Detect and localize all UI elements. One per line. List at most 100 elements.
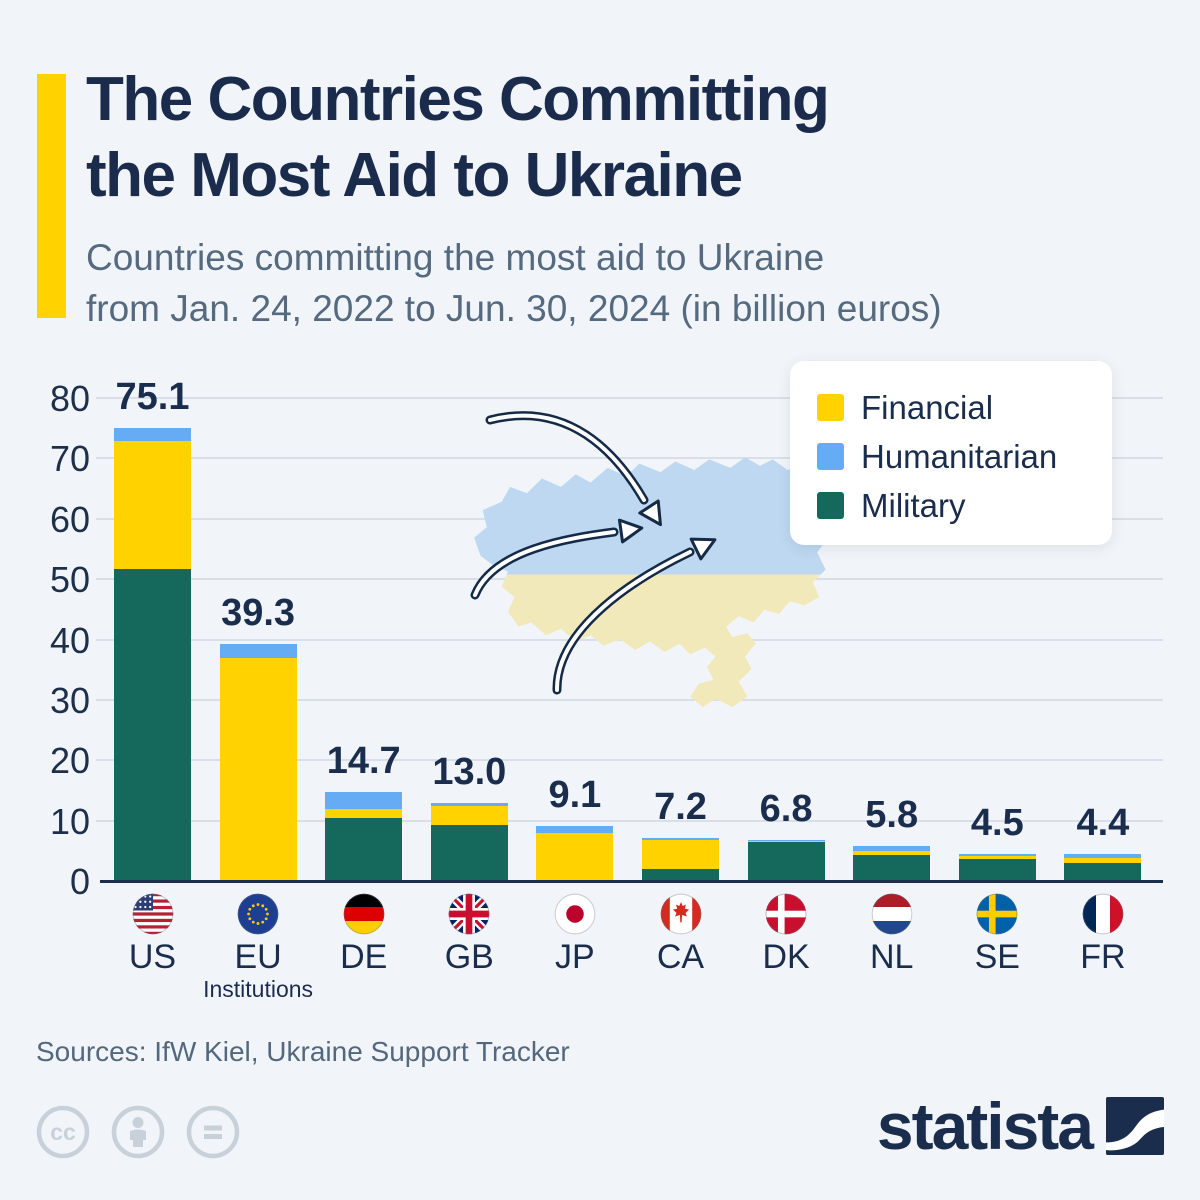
bar-jp-humanitarian-segment bbox=[536, 826, 614, 833]
bar-eu-value-label: 39.3 bbox=[221, 591, 296, 634]
bar-eu-financial-segment bbox=[219, 658, 297, 881]
category-label-de: DE bbox=[340, 938, 388, 976]
chart-legend: Financial Humanitarian Military bbox=[790, 361, 1112, 545]
no-derivatives-icon bbox=[186, 1105, 240, 1159]
category-label-gb: GB bbox=[444, 938, 494, 976]
y-tick-label-50: 50 bbox=[49, 559, 90, 601]
y-tick-label-40: 40 bbox=[49, 619, 90, 661]
x-axis-line bbox=[100, 880, 1163, 883]
flag-jp-icon bbox=[554, 893, 596, 935]
bar-dk-financial-segment bbox=[747, 841, 825, 843]
bar-us-value-label: 75.1 bbox=[115, 375, 190, 418]
attribution-person-icon bbox=[111, 1105, 165, 1159]
bar-de-humanitarian-segment bbox=[325, 792, 403, 809]
chart-subtitle: Countries committing the most aid to Ukr… bbox=[86, 232, 1106, 334]
category-label-ca: CA bbox=[656, 938, 705, 976]
flag-us-icon bbox=[132, 893, 174, 935]
bar-nl-military-segment bbox=[853, 855, 931, 881]
bar-fr-value-label: 4.4 bbox=[1076, 802, 1130, 845]
aid-arrows-icon bbox=[470, 411, 717, 695]
category-label-nl: NL bbox=[869, 938, 914, 976]
page-title-line1: The Countries Committing bbox=[86, 65, 830, 134]
y-tick-label-70: 70 bbox=[49, 438, 90, 480]
bar-se-financial-segment bbox=[958, 855, 1036, 859]
bar-ca-military-segment bbox=[642, 868, 719, 881]
legend-swatch-financial bbox=[817, 394, 844, 421]
legend-item-humanitarian: Humanitarian bbox=[817, 434, 1112, 479]
category-label-eu: EU bbox=[234, 938, 282, 976]
chart-subtitle-line1: Countries committing the most aid to Ukr… bbox=[86, 237, 825, 278]
bar-jp-financial-segment bbox=[536, 832, 614, 881]
sources-note: Sources: IfW Kiel, Ukraine Support Track… bbox=[36, 1036, 570, 1067]
y-tick-label-80: 80 bbox=[49, 378, 90, 419]
category-label-dk: DK bbox=[762, 938, 810, 976]
chart-subtitle-line2: from Jan. 24, 2022 to Jun. 30, 2024 (in … bbox=[86, 288, 942, 329]
page-title-line2: the Most Aid to Ukraine bbox=[86, 141, 743, 210]
bar-us-financial-segment bbox=[114, 441, 191, 570]
bar-us-military-segment bbox=[114, 569, 191, 881]
legend-label-humanitarian: Humanitarian bbox=[861, 437, 1058, 475]
bar-gb-military-segment bbox=[430, 825, 508, 881]
gridline-70 bbox=[96, 457, 1163, 460]
bar-se-value-label: 4.5 bbox=[970, 801, 1024, 844]
bar-ca-humanitarian-segment bbox=[642, 837, 719, 840]
bar-de-financial-segment bbox=[325, 808, 403, 819]
statista-logo: statista bbox=[876, 1089, 1164, 1163]
bar-fr-military-segment bbox=[1064, 863, 1142, 881]
svg-text:cc: cc bbox=[50, 1119, 76, 1145]
page-title: The Countries Committing the Most Aid to… bbox=[86, 62, 1136, 214]
bar-de-value-label: 14.7 bbox=[326, 740, 401, 783]
gridline-30 bbox=[96, 698, 1163, 701]
gridline-10 bbox=[96, 819, 1163, 822]
bar-se-military-segment bbox=[958, 858, 1036, 881]
bar-de-military-segment bbox=[325, 818, 403, 881]
category-label-us: US bbox=[128, 938, 177, 976]
cc-icon: cc bbox=[36, 1105, 90, 1159]
y-tick-label-20: 20 bbox=[49, 740, 90, 782]
flag-eu-icon bbox=[237, 893, 279, 935]
legend-item-financial: Financial bbox=[817, 385, 1112, 430]
bar-nl-humanitarian-segment bbox=[853, 845, 931, 851]
gridline-80 bbox=[96, 397, 1163, 399]
statista-wordmark: statista bbox=[876, 1089, 1094, 1163]
flag-nl-icon bbox=[871, 893, 913, 935]
bar-fr-financial-segment bbox=[1064, 858, 1142, 864]
category-label-se: SE bbox=[974, 938, 1020, 976]
bar-ca-value-label: 7.2 bbox=[654, 785, 707, 828]
bar-dk-value-label: 6.8 bbox=[759, 787, 813, 830]
bar-us-humanitarian-segment bbox=[114, 427, 191, 442]
legend-label-military: Military bbox=[861, 486, 966, 524]
bar-eu-humanitarian-segment bbox=[219, 643, 297, 659]
title-accent-bar bbox=[37, 74, 66, 318]
y-tick-label-10: 10 bbox=[49, 800, 90, 842]
category-sublabel-eu: Institutions bbox=[203, 976, 314, 1002]
y-tick-label-60: 60 bbox=[49, 498, 90, 540]
bar-ca-financial-segment bbox=[642, 839, 719, 869]
bar-jp-value-label: 9.1 bbox=[548, 774, 602, 817]
legend-swatch-humanitarian bbox=[817, 443, 844, 470]
bar-nl-value-label: 5.8 bbox=[865, 793, 919, 836]
ukraine-map bbox=[474, 457, 830, 708]
legend-label-financial: Financial bbox=[861, 388, 994, 426]
bar-dk-military-segment bbox=[747, 842, 825, 881]
bar-nl-financial-segment bbox=[853, 850, 931, 856]
flag-dk-icon bbox=[765, 893, 807, 935]
bar-gb-humanitarian-segment bbox=[430, 802, 508, 807]
statista-logo-icon bbox=[1106, 1097, 1164, 1155]
flag-fr-icon bbox=[1082, 893, 1124, 935]
legend-item-military: Military bbox=[817, 483, 1112, 528]
category-label-fr: FR bbox=[1080, 938, 1126, 976]
y-tick-label-30: 30 bbox=[49, 679, 90, 721]
gridline-20 bbox=[96, 759, 1163, 762]
flag-de-icon bbox=[343, 893, 385, 935]
flag-se-icon bbox=[976, 893, 1018, 935]
y-tick-label-0: 0 bbox=[69, 861, 90, 902]
bar-gb-financial-segment bbox=[430, 806, 508, 826]
bar-se-humanitarian-segment bbox=[958, 853, 1036, 856]
legend-swatch-military bbox=[817, 492, 844, 519]
bar-dk-humanitarian-segment bbox=[747, 839, 825, 842]
flag-gb-icon bbox=[448, 893, 490, 935]
category-label-jp: JP bbox=[555, 938, 595, 976]
bar-gb-value-label: 13.0 bbox=[432, 750, 507, 793]
